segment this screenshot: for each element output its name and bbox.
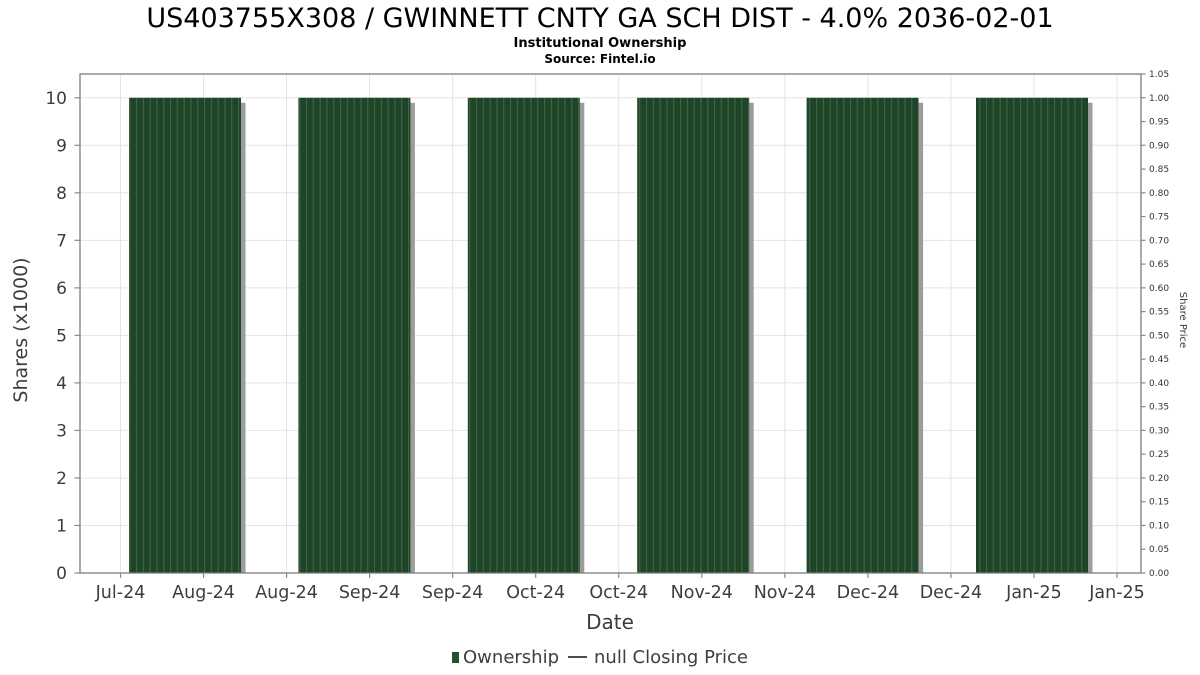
y-tick-label-right: 0.15: [1149, 498, 1169, 508]
x-tick-label: Jan-25: [1088, 583, 1145, 603]
y-tick-label-left: 8: [56, 184, 67, 204]
legend: Ownership null Closing Price: [0, 644, 1200, 670]
x-tick-label: Nov-24: [671, 583, 733, 603]
y-tick-label-left: 2: [56, 469, 67, 489]
x-tick-label: Nov-24: [754, 583, 816, 603]
y-tick-label-right: 0.85: [1149, 165, 1169, 175]
y-tick-label-right: 0.65: [1149, 260, 1169, 270]
y-tick-label-right: 0.10: [1149, 521, 1169, 531]
y-tick-label-left: 7: [56, 231, 67, 251]
y-tick-label-right: 0.75: [1149, 213, 1169, 223]
ownership-bar: [467, 97, 580, 573]
ownership-bar: [976, 97, 1088, 573]
y-tick-label-right: 0.80: [1149, 189, 1169, 199]
x-tick-label: Dec-24: [920, 583, 982, 603]
y-tick-label-right: 0.95: [1149, 118, 1169, 128]
x-tick-label: Aug-24: [255, 583, 318, 603]
x-tick-label: Sep-24: [422, 583, 484, 603]
axes: 0 1 2 3 4 5 6 7 8 9 10 Jul-24 Aug-24 Aug-24 Sep-24 Sep-…: [45, 70, 1169, 603]
ownership-bar: [637, 97, 750, 573]
y-tick-label-right: 0.60: [1149, 284, 1169, 294]
y-tick-label-left: 6: [56, 279, 67, 299]
ownership-bar: [298, 97, 411, 573]
chart-title: US403755X308 / GWINNETT CNTY GA SCH DIST…: [146, 3, 1054, 34]
y-tick-label-left: 10: [45, 89, 67, 109]
x-tick-label: Dec-24: [837, 583, 899, 603]
x-tick-label: Oct-24: [589, 583, 648, 603]
y-tick-label-right: 1.00: [1149, 94, 1169, 104]
y-tick-label-right: 0.20: [1149, 474, 1169, 484]
legend-ownership-marker-icon: [452, 651, 460, 663]
x-tick-label: Oct-24: [506, 583, 565, 603]
chart-subtitle: Institutional Ownership: [513, 36, 687, 51]
ownership-bar: [806, 97, 919, 573]
y-tick-label-right: 0.50: [1149, 331, 1169, 341]
y-tick-label-right: 0.90: [1149, 141, 1169, 151]
y-tick-label-right: 0.70: [1149, 236, 1169, 246]
x-axis-label: Date: [586, 610, 634, 634]
y-tick-label-left: 5: [56, 326, 67, 346]
y-tick-label-right: 1.05: [1149, 70, 1169, 80]
ownership-bar: [129, 97, 241, 573]
y-tick-label-left: 1: [56, 516, 67, 536]
y-tick-label-left: 0: [56, 564, 67, 584]
y-tick-label-right: 0.05: [1149, 545, 1169, 555]
y-tick-label-right: 0.30: [1149, 426, 1169, 436]
y-tick-label-right: 0.40: [1149, 379, 1169, 389]
plot-generated: 0 1 2 3 4 5 6 7 8 9 10 Jul-24 Aug-24 Aug-24 Sep-24 Sep-…: [45, 70, 1169, 603]
bars: [129, 97, 1093, 573]
x-tick-label: Aug-24: [172, 583, 235, 603]
legend-label-ownership: Ownership: [463, 646, 560, 668]
y-tick-label-right: 0.55: [1149, 308, 1169, 318]
plot-frame: [79, 73, 1142, 574]
y-tick-label-left: 4: [56, 374, 67, 394]
y-tick-label-left: 9: [56, 136, 67, 156]
y-tick-label-right: 0.00: [1149, 569, 1169, 579]
legend-closing-price-line-icon: [568, 655, 588, 659]
x-tick-label: Jul-24: [95, 583, 146, 603]
x-tick-label: Sep-24: [339, 583, 401, 603]
y-tick-label-right: 0.45: [1149, 355, 1169, 365]
y-tick-label-left: 3: [56, 421, 67, 441]
y-axis-label-left: Shares (x1000): [10, 257, 32, 402]
legend-label-closing-price: null Closing Price: [594, 646, 748, 668]
x-tick-label: Jan-25: [1005, 583, 1062, 603]
chart-source-label: Source: Fintel.io: [544, 52, 656, 66]
y-tick-label-right: 0.25: [1149, 450, 1169, 460]
y-tick-label-right: 0.35: [1149, 403, 1169, 413]
y-axis-label-right: Share Price: [1177, 292, 1188, 348]
